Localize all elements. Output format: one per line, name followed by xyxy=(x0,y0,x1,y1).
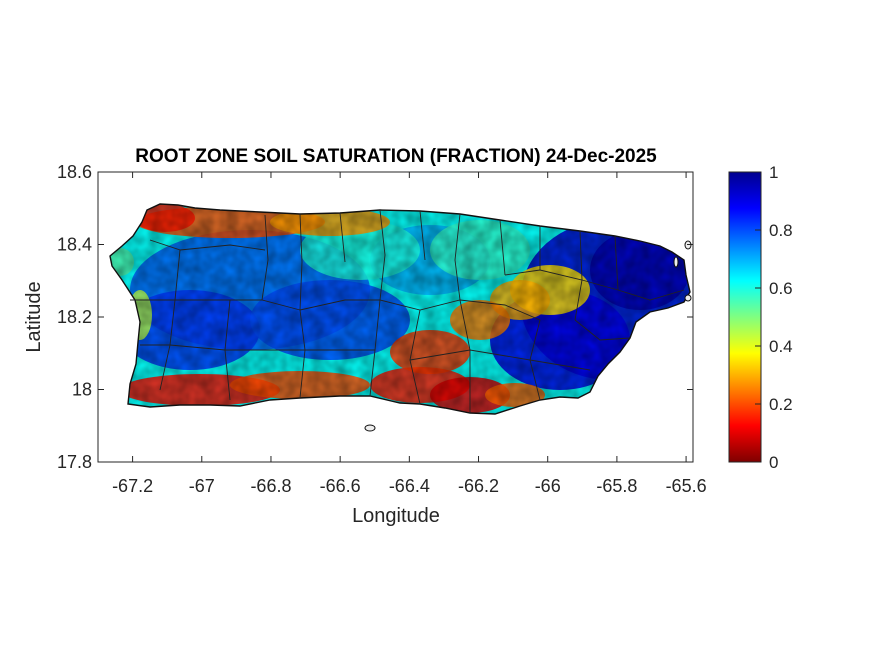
municipality-boundary xyxy=(614,235,619,291)
y-tick-label: 18.2 xyxy=(57,307,92,327)
islet xyxy=(364,424,376,432)
x-axis: -67.2 -67 -66.8 -66.6 -66.4 -66.2 -66 -65.8 -65.… xyxy=(112,172,707,496)
x-tick-label: -65.8 xyxy=(596,476,637,496)
colorbar-gradient xyxy=(728,171,762,463)
x-tick-label: -67.2 xyxy=(112,476,153,496)
municipality-boundary xyxy=(179,244,266,251)
y-axis-label: Latitude xyxy=(23,281,45,352)
colorbar-tick-label: 1 xyxy=(769,163,778,182)
islet xyxy=(673,256,679,268)
island-coastline xyxy=(109,203,691,415)
colorbar-tick-label: 0.8 xyxy=(769,221,793,240)
municipality-boundary xyxy=(299,213,303,311)
x-tick-label: -66 xyxy=(535,476,561,496)
y-tick-label: 18.6 xyxy=(57,162,92,182)
municipality-boundary xyxy=(617,289,685,301)
y-axis: 18.6 18.4 18.2 18 17.8 xyxy=(57,162,693,472)
municipality-boundary xyxy=(409,349,591,371)
municipality-boundary xyxy=(574,319,631,341)
municipality-boundary xyxy=(499,219,506,276)
municipality-boundaries xyxy=(130,209,685,413)
colorbar-tick-label: 0.4 xyxy=(769,337,793,356)
islet xyxy=(684,294,692,302)
colorbar-tick-label: 0 xyxy=(769,453,778,472)
x-tick-label: -65.6 xyxy=(666,476,707,496)
y-tick-label: 17.8 xyxy=(57,452,92,472)
x-tick-label: -67 xyxy=(189,476,215,496)
x-axis-label: Longitude xyxy=(352,505,440,527)
colorbar: 1 0.8 0.6 0.4 0.2 0 xyxy=(728,163,793,472)
x-tick-label: -66.6 xyxy=(320,476,361,496)
offshore-islets xyxy=(364,240,692,432)
colorbar-tick-label: 0.2 xyxy=(769,395,793,414)
y-tick-label: 18.4 xyxy=(57,235,92,255)
municipality-boundary xyxy=(419,210,426,261)
x-tick-label: -66.4 xyxy=(389,476,430,496)
municipality-boundary xyxy=(140,344,375,351)
municipality-boundary xyxy=(339,212,346,263)
colorbar-tick-label: 0.6 xyxy=(769,279,793,298)
heatmap-texture xyxy=(110,204,690,414)
y-tick-label: 18 xyxy=(72,380,92,400)
chart-title: ROOT ZONE SOIL SATURATION (FRACTION) 24-… xyxy=(135,146,657,167)
municipality-boundary xyxy=(454,213,461,301)
x-tick-label: -66.2 xyxy=(458,476,499,496)
municipality-boundary xyxy=(261,214,269,301)
map-plot-area xyxy=(97,171,694,463)
municipality-boundary xyxy=(379,209,386,301)
x-tick-label: -66.8 xyxy=(250,476,291,496)
municipality-boundary xyxy=(504,269,619,291)
